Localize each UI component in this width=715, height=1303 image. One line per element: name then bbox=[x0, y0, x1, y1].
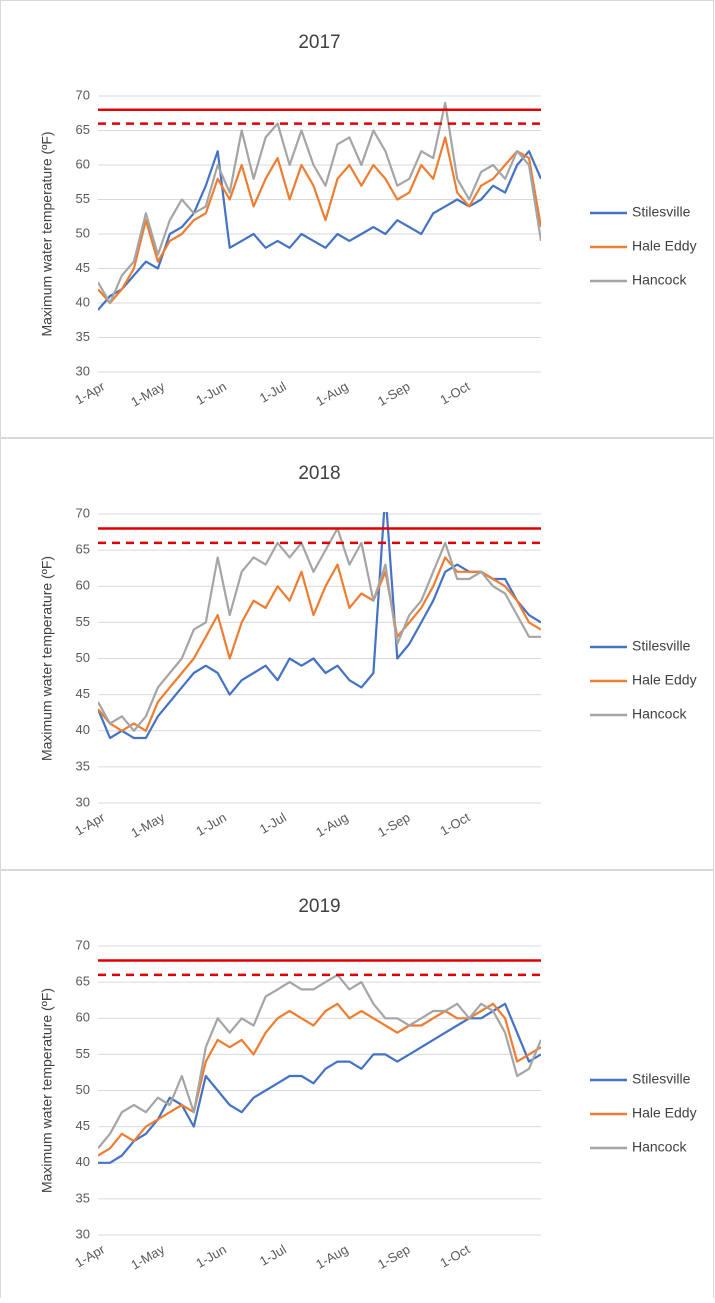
series-line bbox=[98, 101, 541, 305]
x-tick-label: 1-Oct bbox=[437, 1241, 472, 1270]
chart-title: 2017 bbox=[298, 32, 340, 53]
legend-label: Hancock bbox=[632, 706, 687, 722]
y-tick-label: 65 bbox=[76, 542, 90, 557]
y-tick-label: 65 bbox=[76, 122, 90, 137]
y-tick-label: 55 bbox=[76, 1046, 90, 1061]
legend-label: Hale Eddy bbox=[632, 238, 697, 254]
x-tick-label: 1-May bbox=[128, 1241, 167, 1272]
x-tick-label: 1-May bbox=[128, 809, 167, 840]
y-tick-label: 35 bbox=[76, 758, 90, 773]
y-tick-label: 50 bbox=[76, 650, 90, 665]
series-line bbox=[98, 1002, 541, 1157]
y-tick-label: 70 bbox=[76, 505, 90, 520]
x-tick-label: 1-Apr bbox=[72, 1241, 108, 1270]
y-tick-label: 55 bbox=[76, 191, 90, 206]
y-tick-label: 70 bbox=[76, 87, 90, 102]
y-tick-label: 45 bbox=[76, 260, 90, 275]
y-tick-label: 60 bbox=[76, 1010, 90, 1025]
x-tick-label: 1-Jun bbox=[193, 810, 229, 839]
x-tick-label: 1-Sep bbox=[375, 379, 413, 409]
x-tick-label: 1-Sep bbox=[375, 810, 413, 840]
x-tick-label: 1-Oct bbox=[437, 378, 472, 407]
y-tick-label: 45 bbox=[76, 1118, 90, 1133]
x-tick-label: 1-Jul bbox=[257, 810, 289, 837]
chart-title: 2018 bbox=[298, 463, 340, 484]
legend-label: Hancock bbox=[632, 1139, 687, 1155]
y-tick-label: 35 bbox=[76, 1190, 90, 1205]
x-tick-label: 1-Sep bbox=[375, 1242, 413, 1272]
legend-label: Stilesville bbox=[632, 204, 691, 220]
x-tick-label: 1-May bbox=[128, 378, 167, 409]
x-tick-label: 1-Aug bbox=[313, 810, 351, 840]
y-axis-label: Maximum water temperature (ºF) bbox=[39, 556, 55, 761]
y-tick-label: 40 bbox=[76, 294, 90, 309]
series-line bbox=[98, 527, 541, 732]
y-axis-label: Maximum water temperature (ºF) bbox=[39, 988, 55, 1193]
y-tick-label: 60 bbox=[76, 156, 90, 171]
legend-label: Hancock bbox=[632, 272, 687, 288]
y-tick-label: 60 bbox=[76, 578, 90, 593]
x-tick-label: 1-Apr bbox=[72, 809, 108, 838]
panel-frame bbox=[0, 438, 714, 870]
series-line bbox=[98, 973, 541, 1150]
series-line bbox=[98, 556, 541, 732]
series-line bbox=[98, 1002, 541, 1164]
legend-label: Hale Eddy bbox=[632, 1105, 697, 1121]
y-tick-label: 30 bbox=[76, 363, 90, 378]
y-tick-label: 45 bbox=[76, 686, 90, 701]
y-tick-label: 65 bbox=[76, 974, 90, 989]
y-tick-label: 30 bbox=[76, 1226, 90, 1241]
y-tick-label: 55 bbox=[76, 614, 90, 629]
y-tick-label: 70 bbox=[76, 937, 90, 952]
x-tick-label: 1-Aug bbox=[313, 1242, 351, 1272]
legend-label: Stilesville bbox=[632, 1071, 691, 1087]
panel-frame bbox=[0, 0, 714, 438]
legend-label: Hale Eddy bbox=[632, 672, 697, 688]
x-tick-label: 1-Oct bbox=[437, 809, 472, 838]
series-line bbox=[98, 136, 541, 305]
y-tick-label: 30 bbox=[76, 794, 90, 809]
chart-title: 2019 bbox=[298, 896, 340, 917]
series-line bbox=[98, 512, 541, 740]
x-tick-label: 1-Jul bbox=[257, 1242, 289, 1269]
y-tick-label: 50 bbox=[76, 1082, 90, 1097]
x-tick-label: 1-Jun bbox=[193, 379, 229, 408]
x-tick-label: 1-Jun bbox=[193, 1242, 229, 1271]
y-tick-label: 35 bbox=[76, 329, 90, 344]
x-tick-label: 1-Aug bbox=[313, 379, 351, 409]
x-tick-label: 1-Jul bbox=[257, 379, 289, 406]
y-tick-label: 50 bbox=[76, 225, 90, 240]
panel-frame bbox=[0, 870, 714, 1301]
y-tick-label: 40 bbox=[76, 722, 90, 737]
x-tick-label: 1-Apr bbox=[72, 378, 108, 407]
y-axis-label: Maximum water temperature (ºF) bbox=[39, 131, 55, 336]
legend-label: Stilesville bbox=[632, 638, 691, 654]
y-tick-label: 40 bbox=[76, 1154, 90, 1169]
